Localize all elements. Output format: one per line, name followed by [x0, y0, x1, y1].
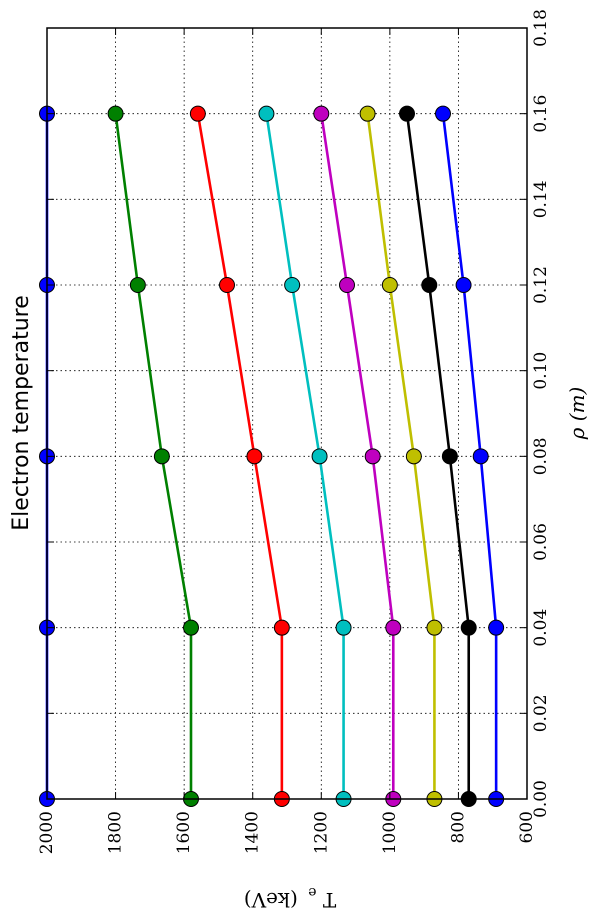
data-point: [488, 619, 505, 636]
data-point: [258, 105, 275, 122]
data-point: [472, 448, 489, 465]
data-point: [435, 105, 451, 122]
data-point: [129, 277, 146, 293]
series-1: [107, 105, 199, 807]
data-point: [455, 277, 472, 293]
data-point: [364, 448, 381, 465]
y-axis-label: T e (keV): [244, 883, 336, 912]
series-line: [114, 113, 193, 799]
data-point: [405, 448, 422, 465]
x-tick-label: 0.10: [531, 352, 551, 390]
data-point: [284, 277, 301, 293]
data-point: [426, 619, 443, 636]
series-3: [258, 105, 352, 807]
data-point: [273, 619, 290, 636]
data-point: [441, 448, 458, 465]
x-tick-label: 0.06: [531, 523, 551, 561]
data-point: [311, 448, 328, 465]
plot-frame: [46, 27, 528, 800]
series-layer: [39, 105, 505, 807]
y-tick-label: 600: [517, 811, 537, 843]
y-axis-label-symbol: T: [322, 888, 336, 912]
x-tick-label: 0.00: [531, 780, 551, 818]
series-line: [320, 113, 395, 799]
tick-labels: 0.00 0.02 0.04 0.06 0.08 0.10 0.12 0.14 0.16 0.18…: [37, 9, 551, 854]
data-point: [313, 105, 330, 122]
x-tick-label: 0.14: [531, 180, 551, 218]
data-point: [460, 619, 477, 636]
data-point: [246, 448, 263, 465]
data-point: [359, 105, 376, 122]
data-point: [421, 277, 438, 293]
x-tick-label: 0.02: [531, 694, 551, 732]
data-point: [189, 105, 206, 122]
x-axis-label-symbol: ρ: [565, 427, 589, 440]
x-tick-label: 0.12: [531, 266, 551, 304]
x-axis-label-unit: (m): [565, 387, 589, 422]
series-6: [399, 105, 477, 807]
y-tick-label: 1200: [311, 811, 331, 854]
data-point: [399, 105, 415, 122]
data-point: [219, 277, 235, 293]
data-point: [107, 105, 124, 122]
data-point: [339, 277, 355, 293]
x-axis-label: ρ (m): [565, 387, 589, 441]
y-tick-label: 1000: [380, 811, 400, 854]
x-tick-label: 0.08: [531, 437, 551, 475]
y-axis-label-subscript: e: [308, 884, 316, 900]
data-point: [183, 619, 199, 636]
y-tick-label: 1400: [243, 811, 263, 854]
y-tick-label: 1800: [106, 811, 126, 854]
ticks: [46, 27, 528, 800]
x-tick-label: 0.16: [531, 95, 551, 133]
chart-title: Electron temperature: [9, 295, 34, 531]
y-axis-label-unit: (keV): [244, 888, 298, 912]
y-tick-label: 1600: [174, 811, 194, 854]
y-tick-label: 800: [448, 811, 468, 843]
data-point: [153, 448, 170, 465]
data-point: [335, 619, 352, 636]
data-point: [385, 619, 402, 636]
y-tick-label: 2000: [37, 811, 57, 854]
x-tick-label: 0.18: [531, 9, 551, 47]
x-tick-label: 0.04: [531, 609, 551, 647]
data-point: [381, 277, 398, 293]
